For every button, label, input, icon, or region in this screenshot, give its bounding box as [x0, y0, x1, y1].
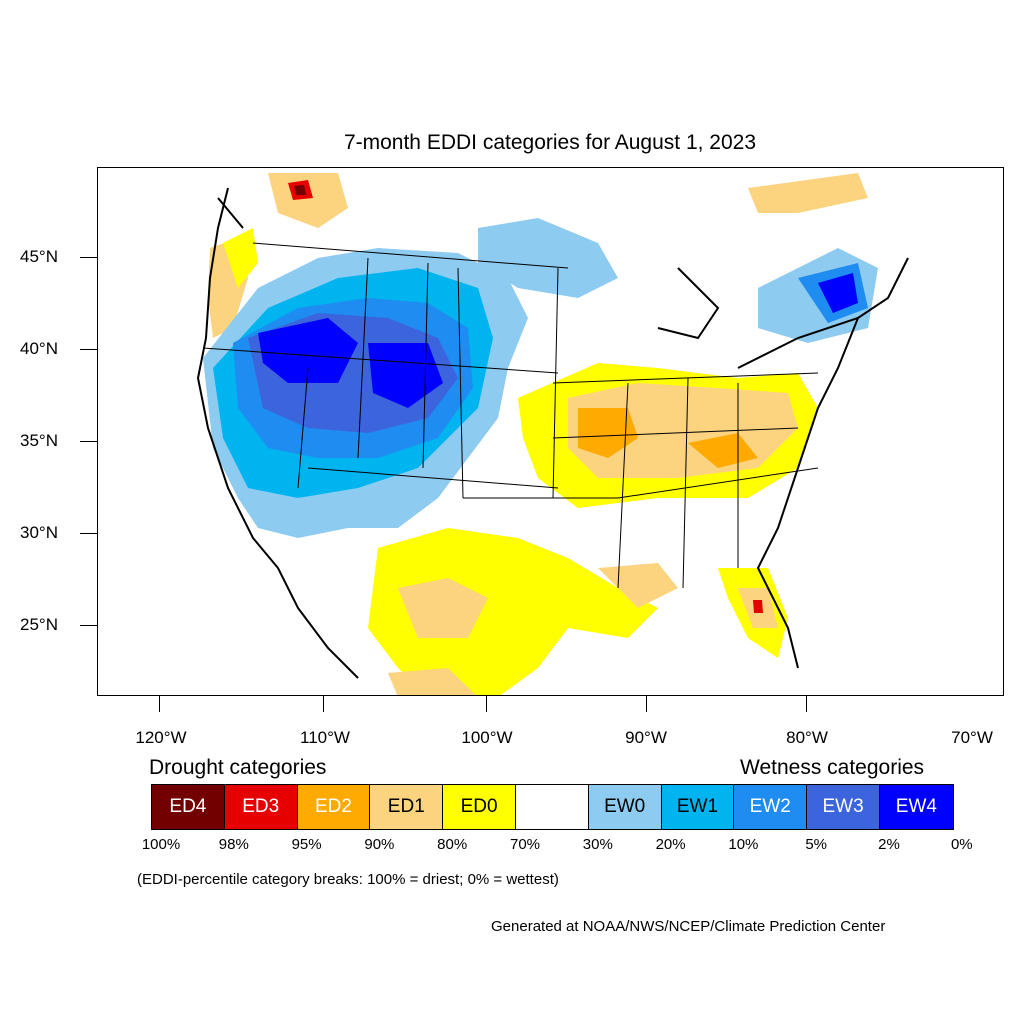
legend-colorbar: ED4 ED3 ED2 ED1 ED0 EW0 EW1 EW2 EW3 EW4	[151, 784, 954, 830]
legend-swatch: EW1	[661, 785, 735, 829]
percentile-label: 80%	[437, 836, 468, 853]
lon-label: 70°W	[951, 728, 993, 747]
lon-label: 80°W	[786, 728, 828, 747]
lon-label: 120°W	[135, 728, 187, 747]
wetness-heading: Wetness categories	[740, 756, 925, 779]
legend-swatch: ED4	[152, 785, 225, 829]
percentile-label: 30%	[582, 836, 613, 853]
lat-label: 45°N	[20, 247, 58, 266]
lon-label: 110°W	[300, 728, 350, 747]
region-gulf-ed1	[598, 563, 678, 608]
lat-label: 25°N	[20, 615, 58, 634]
lon-tick	[323, 696, 324, 712]
legend-swatch: ED2	[297, 785, 371, 829]
percentile-label: 90%	[364, 836, 395, 853]
coastline	[196, 187, 909, 679]
region-ne-ew4	[818, 273, 858, 313]
legend-swatch	[515, 785, 589, 829]
legend-swatch: ED0	[443, 785, 516, 829]
lat-label: 30°N	[20, 523, 58, 542]
percentile-label: 5%	[805, 836, 828, 853]
credit-text: Generated at NOAA/NWS/NCEP/Climate Predi…	[491, 918, 886, 935]
map-title: 7-month EDDI categories for August 1, 20…	[343, 131, 757, 154]
percentile-label: 100%	[141, 836, 181, 853]
lat-tick	[80, 533, 97, 534]
lat-tick	[80, 257, 97, 258]
legend-swatch: ED3	[224, 785, 298, 829]
percentile-label: 0%	[950, 836, 973, 853]
map-panel	[97, 167, 1004, 696]
lon-label: 100°W	[461, 728, 513, 747]
region-wa-ed1	[268, 173, 348, 228]
region-texas-ed1	[398, 578, 488, 638]
percentile-label: 95%	[291, 836, 322, 853]
lat-label: 40°N	[20, 339, 58, 358]
drought-heading: Drought categories	[149, 756, 327, 779]
lat-tick	[80, 441, 97, 442]
legend-swatch: EW3	[807, 785, 880, 829]
region-texas-ed0	[368, 528, 658, 695]
lat-label: 35°N	[20, 431, 58, 450]
percentile-label: 10%	[728, 836, 759, 853]
region-central-ed2b	[688, 433, 758, 468]
lon-tick	[486, 696, 487, 712]
lon-label: 90°W	[625, 728, 667, 747]
legend-swatch: EW2	[734, 785, 808, 829]
lon-tick	[806, 696, 807, 712]
region-central-ed2a	[578, 408, 638, 458]
legend-swatch: ED1	[370, 785, 444, 829]
legend-swatch: EW0	[588, 785, 662, 829]
lat-tick	[80, 625, 97, 626]
region-west-ew4b	[368, 343, 443, 408]
state-boundaries	[202, 242, 819, 589]
percentile-label: 70%	[509, 836, 541, 853]
percentile-label: 2%	[878, 836, 900, 853]
legend-swatch: EW4	[879, 785, 953, 829]
percentile-label: 98%	[218, 836, 249, 853]
region-pnw-ed0	[223, 228, 258, 288]
eddi-map	[196, 168, 909, 695]
legend-note: (EDDI-percentile category breaks: 100% =…	[137, 871, 559, 888]
region-lakes-ew0	[478, 218, 618, 298]
region-fl-ed3	[753, 600, 763, 613]
percentile-label: 20%	[655, 836, 686, 853]
region-south-tx-ed1	[388, 668, 476, 695]
lat-tick	[80, 349, 97, 350]
region-canada-ed1	[748, 173, 868, 213]
region-wa-ed4	[294, 185, 306, 195]
region-west-ew4a	[258, 318, 358, 383]
lon-tick	[646, 696, 647, 712]
lon-tick	[159, 696, 160, 712]
